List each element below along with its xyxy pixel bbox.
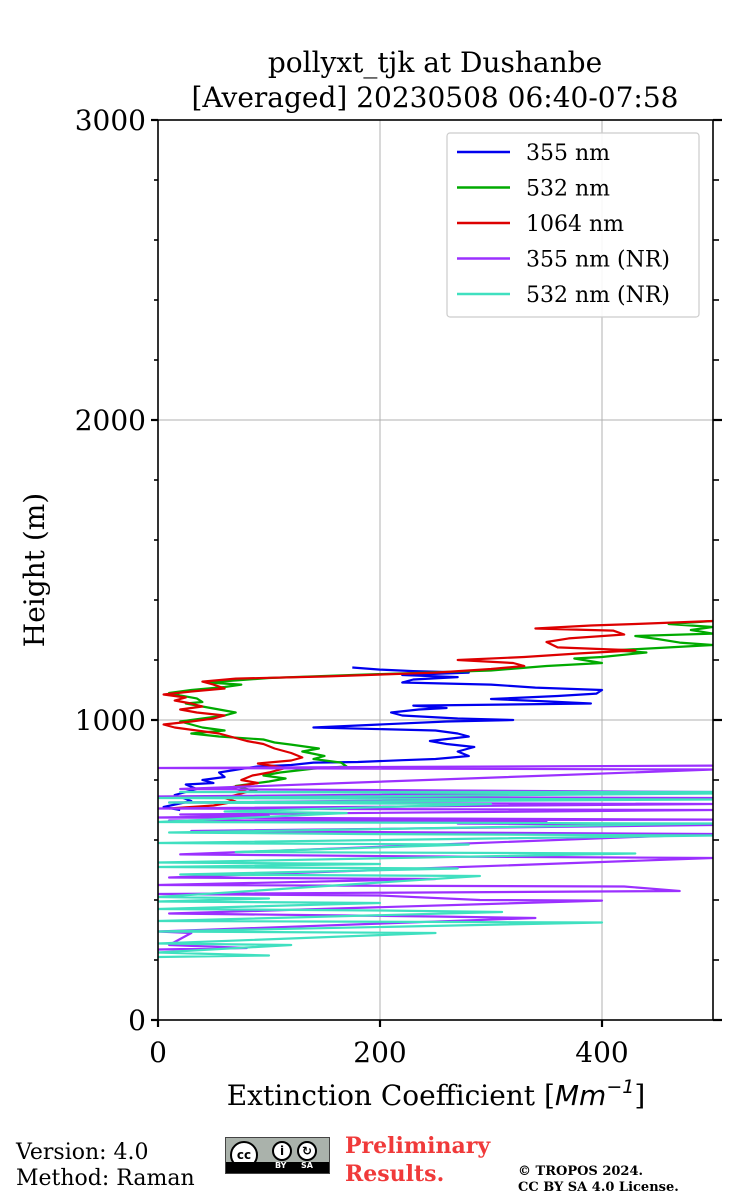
legend-box	[446, 132, 700, 318]
legend-label-2: 532 nm	[526, 177, 610, 202]
preliminary-line-1: Preliminary	[345, 1133, 491, 1159]
y-tick-label: 3000	[75, 104, 146, 137]
cc-badge-bar: BY SA	[226, 1161, 329, 1173]
series-line-3	[162, 619, 713, 810]
legend: 355 nm 532 nm 1064 nm 355 nm (NR) 532 nm (NR…	[446, 132, 700, 318]
series-line-1	[162, 666, 604, 812]
copyright-line-1: © TROPOS 2024.	[518, 1164, 644, 1179]
x-tick-label: 400	[575, 1036, 628, 1069]
y-tick-label: 2000	[75, 404, 146, 437]
by-person-icon: i	[272, 1141, 292, 1161]
plot-frame	[157, 119, 714, 1021]
cc-by-sa-badge: cc i ↻ BY SA	[225, 1137, 330, 1174]
chart-title: pollyxt_tjk at Dushanbe	[268, 46, 602, 79]
cc-by-label: BY	[275, 1161, 287, 1170]
preliminary-results-note: Preliminary Results.	[345, 1132, 490, 1188]
sa-circular-arrow-icon: ↻	[297, 1141, 317, 1161]
x-tick-label: 0	[149, 1036, 167, 1069]
method-label: Method: Raman	[16, 1166, 195, 1191]
legend-label-5: 532 nm (NR)	[526, 283, 670, 308]
cc-sa-label: SA	[301, 1161, 313, 1170]
y-tick-label: 1000	[75, 704, 146, 737]
copyright-line-2: CC BY SA 4.0 License.	[518, 1180, 679, 1195]
extinction-profile-chart: pollyxt_tjk at Dushanbe [Averaged] 20230…	[18, 46, 722, 1112]
series-line-5	[158, 790, 713, 959]
x-axis-label-main: Extinction Coefficient [	[227, 1079, 555, 1112]
x-axis-label: Extinction Coefficient [Mm−1]	[227, 1076, 646, 1112]
copyright-notice: © TROPOS 2024. CC BY SA 4.0 License.	[518, 1164, 679, 1196]
legend-label-3: 1064 nm	[526, 212, 624, 237]
data-series	[158, 619, 713, 959]
x-tick-label: 200	[353, 1036, 406, 1069]
version-label: Version: 4.0	[16, 1140, 149, 1165]
x-axis-label-close: ]	[634, 1079, 645, 1112]
y-tick-label: 0	[128, 1004, 146, 1037]
chart-subtitle: [Averaged] 20230508 06:40-07:58	[192, 81, 679, 114]
x-axis-label-exponent: −1	[606, 1076, 634, 1098]
axis-ticks: 0 1000 2000 3000 0 200 400	[75, 104, 722, 1069]
legend-label-4: 355 nm (NR)	[526, 248, 670, 273]
x-axis-label-unit: Mm	[555, 1079, 606, 1112]
preliminary-line-2: Results.	[345, 1161, 445, 1187]
legend-label-1: 355 nm	[526, 141, 610, 166]
y-axis-label: Height (m)	[18, 493, 51, 647]
version-info: Version: 4.0 Method: Raman	[16, 1140, 195, 1192]
